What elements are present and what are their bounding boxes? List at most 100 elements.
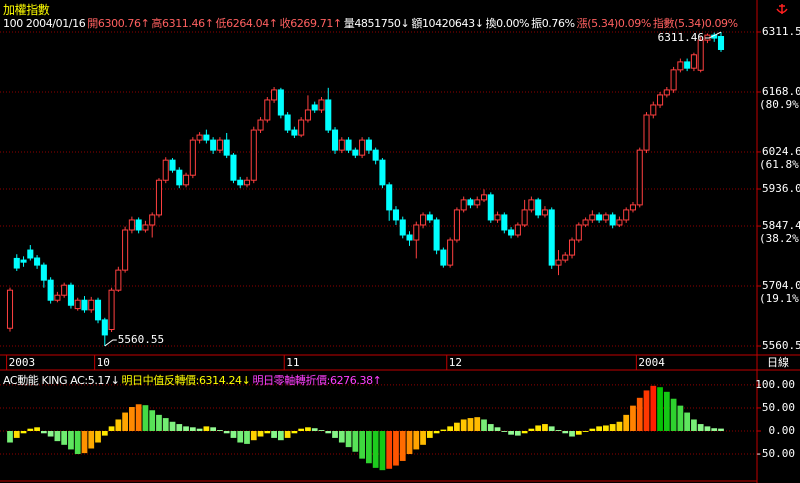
ac-bar [433,430,440,434]
candle-body [697,39,704,71]
candle-body [325,99,332,131]
candle-body [20,259,27,263]
info-item: 指數(5.34)0.09% [652,17,738,30]
indicator-line: AC動能 KING AC:5.17↓ 明日中值反轉價:6314.24↓ 明日零軸轉折… [3,372,383,388]
candle-body [318,99,325,111]
info-item: 開6300.76↑ [87,17,150,30]
ac-bar [454,422,460,431]
ac-bar [352,430,359,452]
candle-body [440,249,447,266]
candle-body [155,179,163,216]
candle-body [230,154,237,181]
info-item: 收6269.71↑ [279,17,343,30]
ac-bar [460,419,467,431]
ac-bar [467,418,474,431]
candle-body [128,219,135,231]
ac-bar [555,430,562,431]
candle-body [115,269,122,291]
ac-bar [169,421,176,431]
ac-bar [237,430,244,443]
ac-bar [244,430,250,444]
high-label: 6311.46 [658,31,704,44]
ac-bar [162,418,169,431]
candle-body [250,129,257,181]
x-tick-label: 11 [286,356,299,369]
x-tick-label: 2003 [9,356,36,369]
ac-bar [508,430,514,435]
candle-body [135,219,142,231]
ac-bar [68,430,74,450]
ac-bar [7,430,13,443]
ac-bar [609,424,616,431]
candle-body [27,249,34,259]
candle-body [88,299,95,311]
ac-bar [129,407,135,431]
ac-bar [230,430,237,438]
candle-body [61,284,68,296]
ac-bar [569,430,575,437]
ac-bar [393,430,399,466]
ac-bar [494,427,501,431]
ac-bar [487,424,494,431]
y-tick-label: 5936.0 [762,182,800,195]
candle-body [284,114,291,131]
ac-bar [210,427,217,431]
y-tick-label: -50.00 [755,447,795,460]
ac-bar [47,430,54,437]
ac-bar [643,390,650,431]
ac-bar [223,430,230,434]
info-item: AC動能 KING AC:5.17↓ [3,374,120,387]
candle-body [480,194,488,201]
ac-bar [291,430,298,434]
ac-bar [542,424,548,431]
ac-bar [535,425,542,431]
ac-bar [101,430,108,436]
candle-body [352,149,359,156]
ac-bar [386,430,393,469]
candle-body [67,284,74,306]
candle-body [331,129,339,151]
candle-body [291,129,298,136]
candle-body [501,214,508,231]
ac-bar [372,430,379,468]
candle-body [467,199,474,206]
ac-bar [217,430,223,431]
candle-body [589,214,596,221]
ac-bar [677,405,684,431]
ac-bar [501,430,508,432]
candle-body [359,139,366,156]
y-tick-note: (38.2%) [759,232,800,245]
candle-body [47,279,54,301]
info-item: 漲(5.34)0.09% [576,17,652,30]
candle-body [508,229,515,236]
ac-bar [189,427,196,431]
ac-bar [413,430,420,450]
candle-body [420,214,427,226]
ac-bar [40,430,47,434]
info-item: 換0.00% [485,17,530,30]
ac-bar [603,425,609,431]
ac-bar [149,410,156,431]
ac-bar [13,430,20,438]
y-tick-label: 0.00 [769,424,796,437]
candle-body [216,139,223,151]
candle-body [487,194,494,221]
ac-bar [203,426,210,431]
y-tick-label: 6311.5 [762,25,800,38]
candle-body [494,214,501,221]
ac-bar [359,430,365,459]
y-tick-label: 100.00 [755,378,795,391]
candle-body [94,299,102,321]
candle-body [243,179,251,186]
icon [776,4,788,14]
ac-bar [20,430,27,434]
candle-body [670,69,677,91]
ac-bar [122,412,128,431]
ac-bar [311,428,318,431]
candle-body [74,299,81,310]
candle-body [81,299,88,311]
ac-bar [481,419,487,431]
candle-body [528,199,535,211]
ac-bar [257,430,264,437]
candle-body [602,214,609,221]
